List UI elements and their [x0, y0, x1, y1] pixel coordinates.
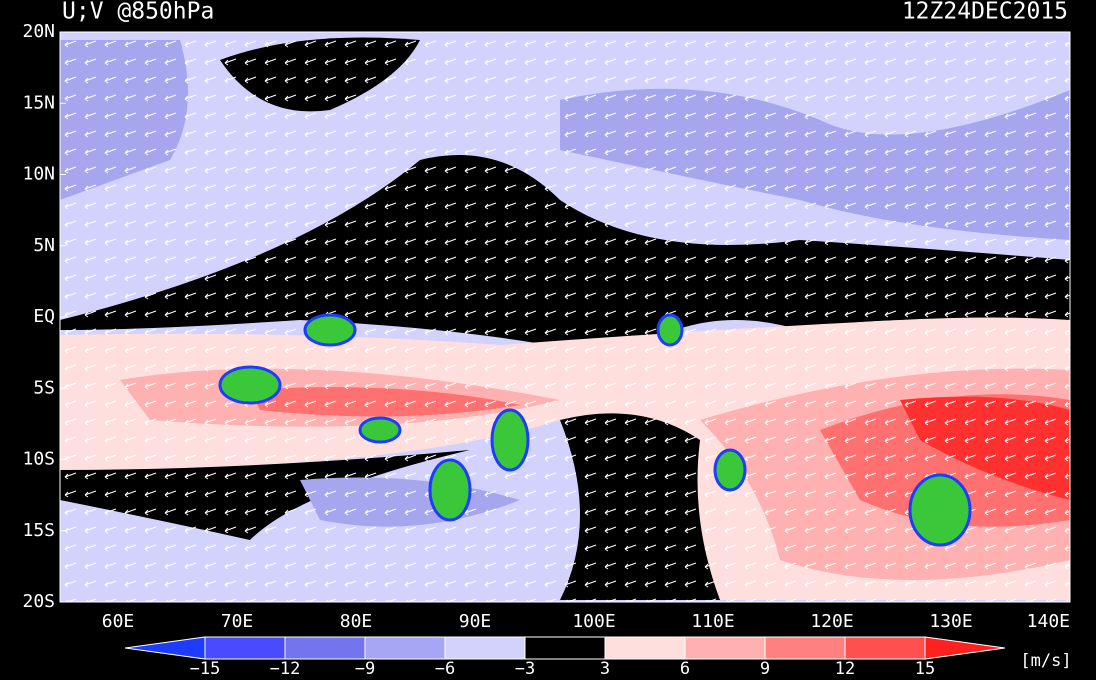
lon-label: 80E — [340, 611, 373, 632]
map-field — [60, 32, 1070, 602]
colorbar-label: 6 — [680, 659, 690, 679]
lat-label: 15S — [22, 520, 55, 541]
lat-label: 5N — [33, 235, 55, 256]
lat-label: 20S — [22, 591, 55, 612]
colorbar-unit: [m/s] — [1020, 651, 1071, 671]
colorbar-label: −3 — [515, 659, 535, 679]
lon-label: 100E — [572, 611, 615, 632]
lon-label: 110E — [691, 611, 734, 632]
colorbar-label: 15 — [915, 659, 935, 679]
lat-label: 5S — [33, 377, 55, 398]
lat-label: 10N — [22, 164, 55, 185]
lon-label: 70E — [221, 611, 254, 632]
lat-label: 20N — [22, 21, 55, 42]
lat-label: EQ — [33, 306, 55, 327]
colorbar-box — [364, 636, 446, 660]
lon-label: 140E — [1027, 611, 1070, 632]
colorbar-box — [284, 636, 366, 660]
colorbar-box — [764, 636, 846, 660]
lon-label: 90E — [459, 611, 492, 632]
colorbar-box — [604, 636, 686, 660]
map-time: 12Z24DEC2015 — [902, 0, 1068, 25]
colorbar-box — [684, 636, 766, 660]
colorbar-label: −9 — [355, 659, 375, 679]
lon-label: 130E — [929, 611, 972, 632]
lon-label: 60E — [102, 611, 135, 632]
colorbar-box — [844, 636, 926, 660]
colorbar-box — [444, 636, 526, 660]
colorbar-arrow — [924, 636, 1006, 660]
colorbar-label: 9 — [760, 659, 770, 679]
lat-label: 10S — [22, 449, 55, 470]
colorbar-label: −15 — [190, 659, 221, 679]
lon-label: 120E — [810, 611, 853, 632]
colorbar-box — [524, 636, 606, 660]
colorbar-label: 3 — [600, 659, 610, 679]
colorbar-box — [204, 636, 286, 660]
colorbar-label: 12 — [835, 659, 855, 679]
lat-label: 15N — [22, 92, 55, 113]
colorbar-label: −12 — [270, 659, 301, 679]
map-title: U;V @850hPa — [62, 0, 214, 25]
colorbar-label: −6 — [435, 659, 455, 679]
